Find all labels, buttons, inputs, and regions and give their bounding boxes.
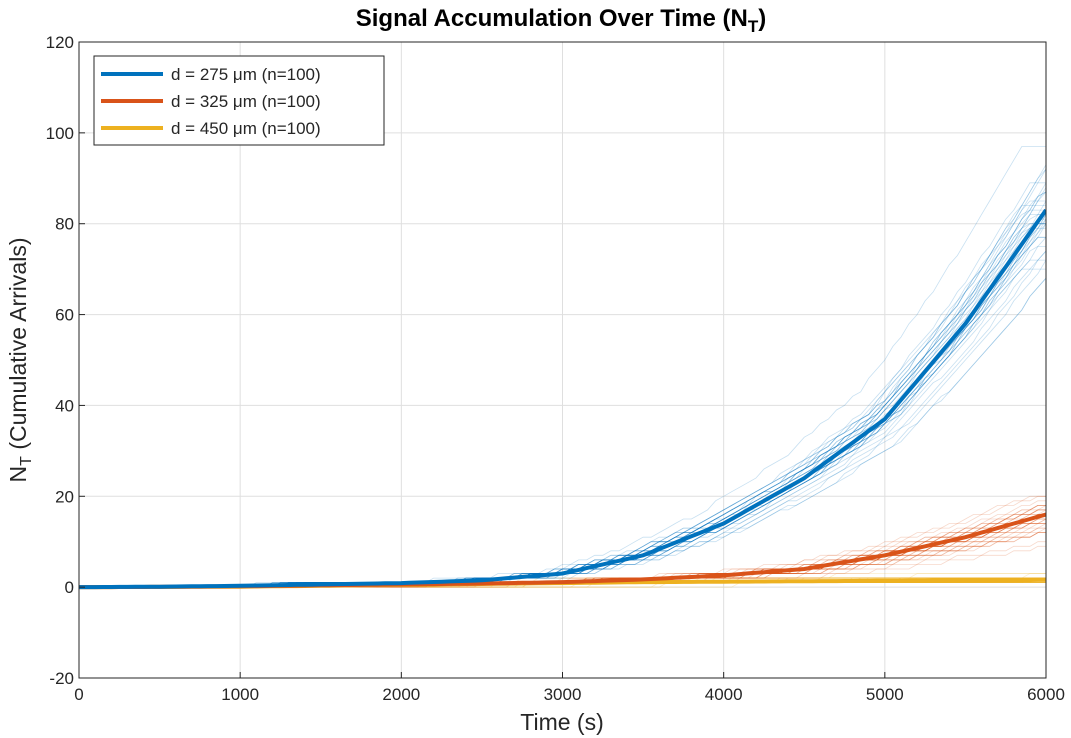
y-tick-label: 100: [46, 124, 74, 143]
y-axis-label: NT (Cumulative Arrivals): [5, 238, 35, 483]
mean-lines: [79, 208, 1046, 590]
legend-label-1: d = 275 μm (n=100): [171, 65, 321, 84]
chart-title-subscript: T: [748, 17, 759, 36]
chart-title: Signal Accumulation Over Time (NT): [356, 5, 766, 36]
series-1-mean-line: [79, 208, 1046, 590]
y-tick-label: 20: [55, 487, 74, 506]
legend-label-3: d = 450 μm (n=100): [171, 119, 321, 138]
y-axis-label-rest: (Cumulative Arrivals): [5, 238, 31, 457]
x-tick-label: 1000: [221, 685, 259, 704]
y-tick-label: 80: [55, 215, 74, 234]
y-tick-label: 120: [46, 33, 74, 52]
y-tick-label: 40: [55, 396, 74, 415]
y-tick-label: 0: [65, 578, 74, 597]
y-tick-label: -20: [49, 669, 74, 688]
y-axis-label-subscript: T: [18, 456, 35, 466]
x-tick-label: 5000: [866, 685, 904, 704]
x-tick-label: 2000: [382, 685, 420, 704]
x-tick-label: 4000: [705, 685, 743, 704]
chart-title-suffix: ): [758, 5, 766, 32]
x-tick-labels: 0 1000 2000 3000 4000 5000 6000: [74, 672, 1065, 704]
x-tick-label: 6000: [1027, 685, 1065, 704]
legend-label-2: d = 325 μm (n=100): [171, 92, 321, 111]
y-tick-labels: -20 0 20 40 60 80 100 120: [46, 33, 85, 688]
x-axis-label: Time (s): [520, 709, 603, 735]
y-tick-label: 60: [55, 306, 74, 325]
grid: [79, 42, 1046, 678]
legend: d = 275 μm (n=100) d = 325 μm (n=100) d = …: [93, 55, 385, 146]
x-tick-label: 3000: [544, 685, 582, 704]
x-tick-label: 0: [74, 685, 83, 704]
